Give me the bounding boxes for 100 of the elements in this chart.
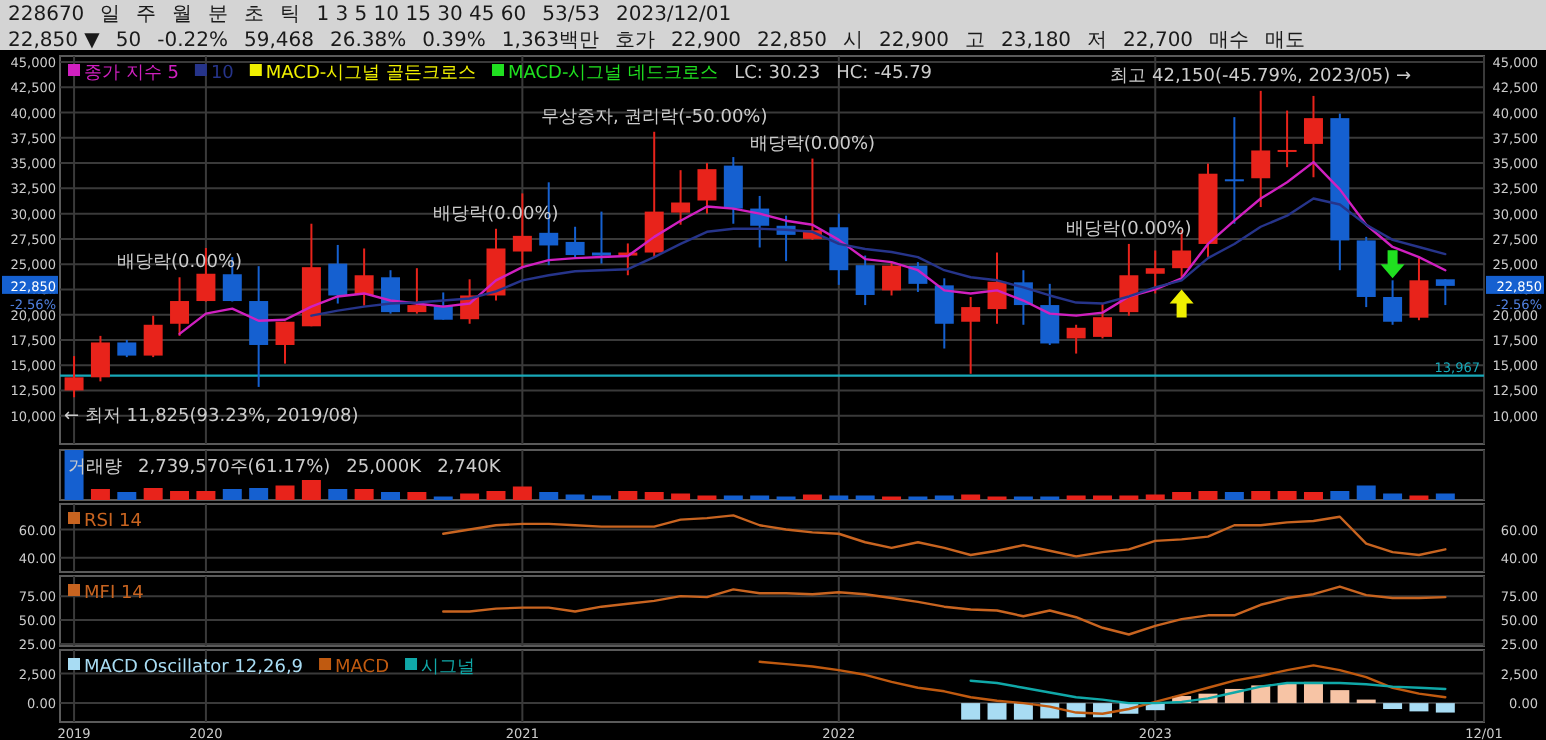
- bar: [1303, 681, 1323, 704]
- bar: [987, 703, 1007, 720]
- bar: [1013, 703, 1033, 720]
- bar: [196, 491, 216, 500]
- text: 2023/12/01: [615, 4, 732, 26]
- bar: [1435, 703, 1455, 713]
- bar: [1330, 690, 1350, 704]
- line-series: [969, 679, 1447, 705]
- legend-label: MFI 14: [84, 584, 145, 604]
- bar: [1251, 491, 1271, 500]
- text: 시: [843, 30, 864, 52]
- candlestick: [1409, 257, 1429, 322]
- candlestick: [1435, 278, 1455, 307]
- bar: [1277, 491, 1297, 500]
- candlestick: [855, 254, 875, 307]
- bar: [802, 494, 822, 500]
- text: 초: [244, 4, 265, 26]
- candlestick: [934, 277, 954, 350]
- line-series: [442, 514, 1447, 558]
- bar: [565, 494, 585, 500]
- bar: [512, 486, 532, 500]
- candlestick: [354, 247, 374, 307]
- bar: [222, 489, 242, 500]
- text: 1 3 5 10 15 30 45 60: [316, 4, 527, 26]
- annotation: 25,000K: [346, 458, 424, 478]
- text: 23,180: [1001, 30, 1072, 52]
- bar: [961, 494, 981, 500]
- legend-label: RSI 14: [84, 512, 143, 532]
- bar: [644, 492, 664, 500]
- annotation: 2,740K: [437, 458, 503, 478]
- text: 22,850 ▼: [8, 30, 101, 52]
- candlestick: [407, 267, 427, 315]
- candlestick: [1066, 323, 1086, 355]
- bar: [1356, 485, 1376, 500]
- text: 1,363백만: [501, 30, 600, 52]
- annotation: LC: 30.23: [734, 64, 821, 84]
- bar: [249, 488, 269, 500]
- legend-label: MACD-시그널 골든크로스: [265, 64, 476, 84]
- bar: [1198, 491, 1218, 500]
- candlestick: [697, 162, 717, 215]
- bar: [117, 492, 137, 500]
- candlestick: [1383, 279, 1403, 326]
- text: 호가: [615, 30, 656, 52]
- candlestick: [249, 265, 269, 388]
- candlestick: [90, 334, 110, 383]
- bar: [1409, 703, 1429, 712]
- bar: [1277, 683, 1297, 704]
- annotation: HC: -45.79: [836, 64, 933, 84]
- text: 틱: [280, 4, 301, 26]
- text: 22,900: [671, 30, 742, 52]
- line-series: [758, 660, 1447, 715]
- candlestick: [882, 261, 902, 297]
- text: 월: [172, 4, 193, 26]
- candlestick: [1224, 116, 1244, 225]
- candlestick: [565, 225, 585, 259]
- bar: [381, 492, 400, 500]
- bar: [275, 485, 295, 500]
- text: 분: [208, 4, 229, 26]
- candlestick: [64, 355, 84, 399]
- legend-label: MACD: [335, 658, 390, 678]
- candlestick: [328, 243, 348, 305]
- text: 매수: [1209, 30, 1250, 52]
- bar: [618, 491, 638, 500]
- bar: [1383, 703, 1403, 710]
- bar: [539, 492, 559, 500]
- candlestick: [170, 276, 190, 337]
- text: 53/53: [542, 4, 600, 26]
- bar: [354, 489, 374, 500]
- legend-label: MACD Oscillator 12,26,9: [84, 658, 304, 678]
- bar: [90, 489, 110, 500]
- candlestick: [961, 295, 981, 375]
- bar: [1224, 492, 1244, 500]
- candlestick: [1277, 109, 1297, 169]
- legend-label: MACD-시그널 데드크로스: [508, 64, 719, 84]
- bar: [1172, 492, 1192, 500]
- text: -0.22%: [157, 30, 228, 52]
- text: 주: [136, 4, 157, 26]
- candlestick: [1093, 302, 1112, 340]
- candlestick: [671, 169, 691, 226]
- line-series: [442, 585, 1447, 636]
- text: 0.39%: [422, 30, 486, 52]
- bar: [143, 488, 163, 500]
- text: 22,900: [879, 30, 950, 52]
- candlestick: [644, 130, 664, 259]
- legend-label: 시그널: [421, 658, 476, 678]
- legend-label: 종가 지수 5: [84, 64, 179, 84]
- bar: [1383, 493, 1403, 500]
- candlestick: [723, 156, 743, 225]
- text: 22,850: [757, 30, 828, 52]
- text: 저: [1087, 30, 1108, 52]
- text: 26.38%: [329, 30, 407, 52]
- bar: [328, 489, 348, 500]
- candlestick: [143, 314, 163, 359]
- annotation: ← 최저 11,825(93.23%, 2019/08): [64, 407, 359, 428]
- candlestick: [1251, 89, 1271, 209]
- candlestick: [1040, 282, 1060, 346]
- bar: [1330, 491, 1350, 500]
- text: 59,468: [243, 30, 314, 52]
- candlestick: [1303, 94, 1323, 179]
- bar: [486, 491, 506, 500]
